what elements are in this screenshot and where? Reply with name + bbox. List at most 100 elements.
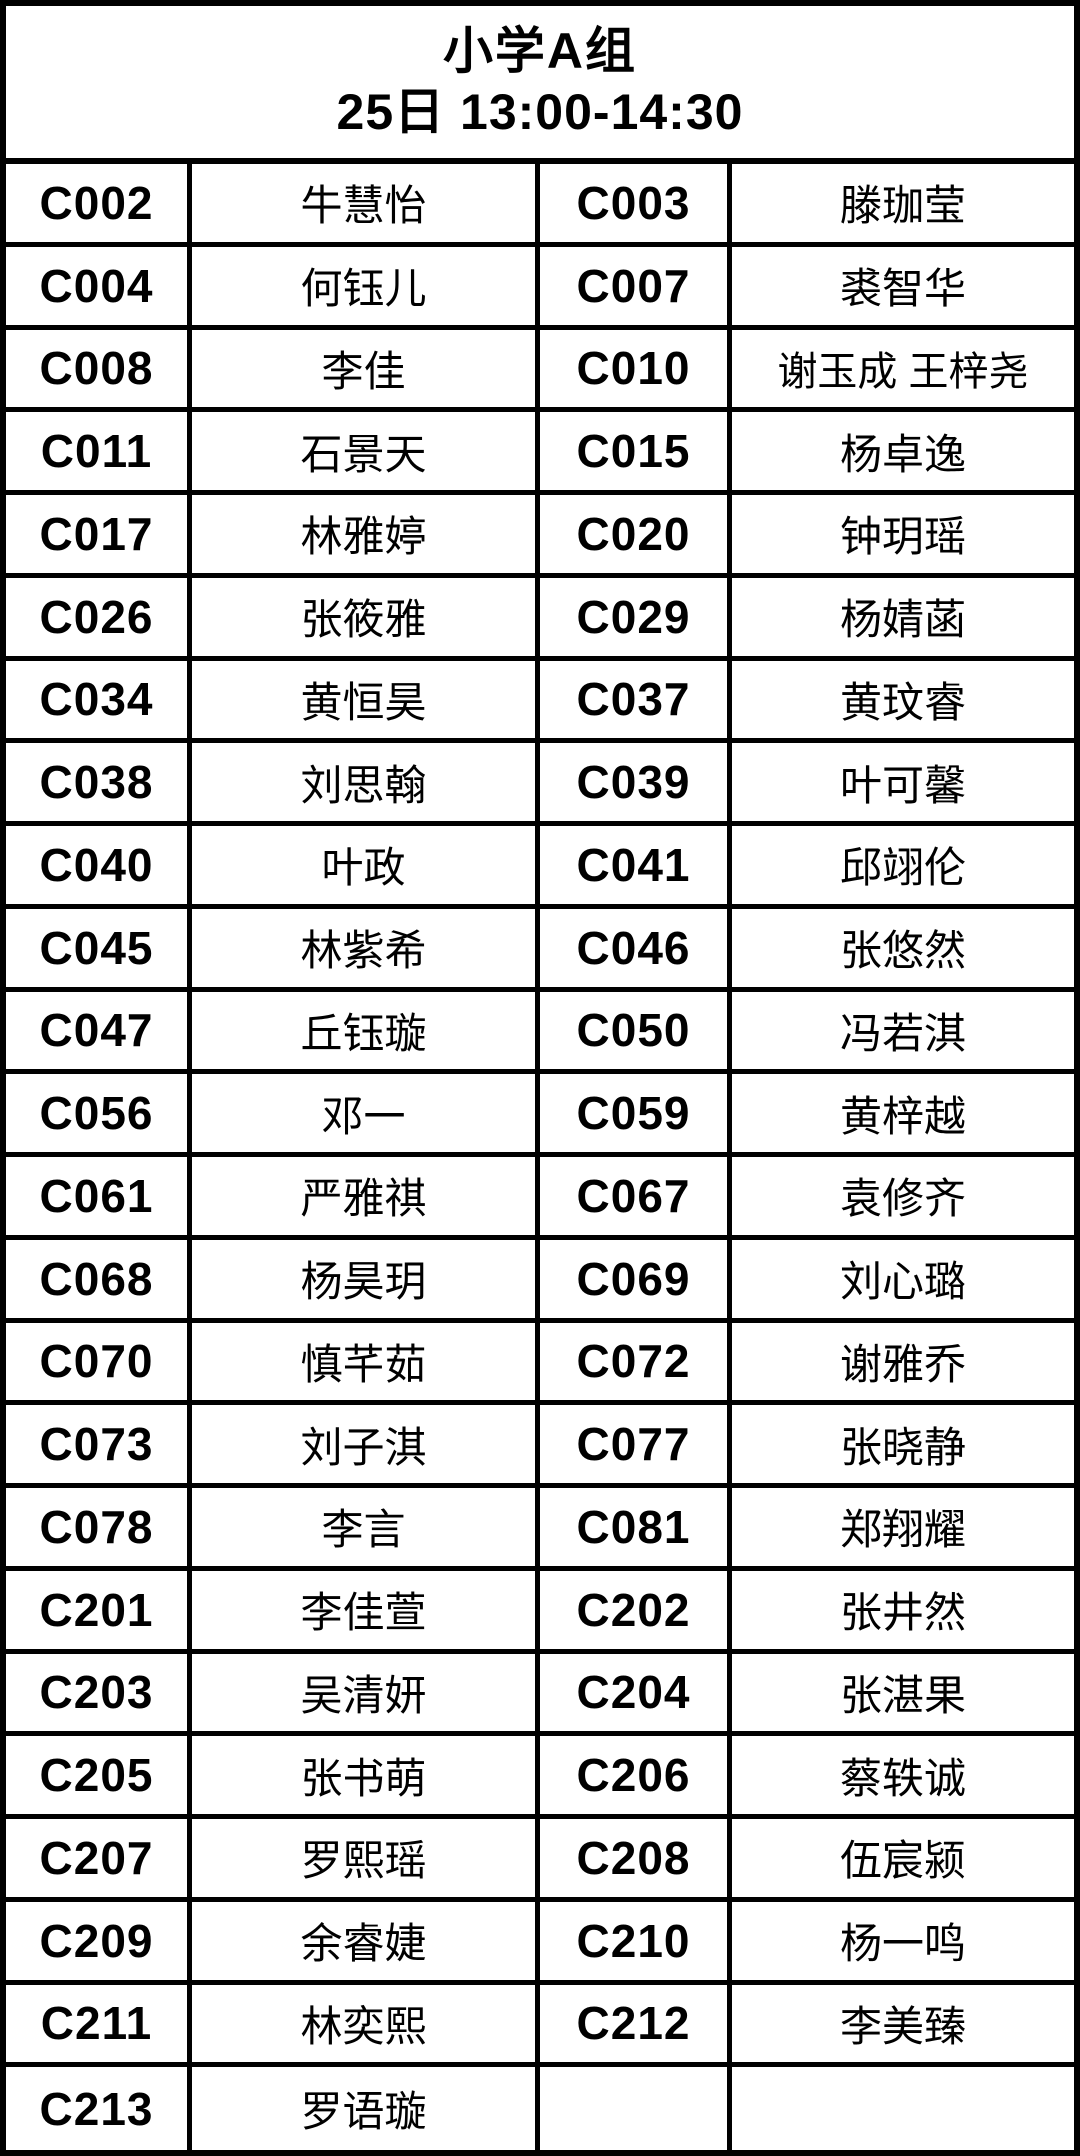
- name-cell: 林紫希: [192, 908, 540, 992]
- name-cell: 刘心璐: [732, 1240, 1074, 1323]
- name-cell: 罗语璇: [192, 2067, 540, 2150]
- code-cell: C203: [6, 1653, 192, 1737]
- name-cell: 林雅婷: [192, 495, 540, 578]
- name-cell: 袁修齐: [732, 1157, 1074, 1240]
- name-cell: 何钰儿: [192, 246, 540, 330]
- name-cell: 张书萌: [192, 1736, 540, 1819]
- code-cell: C008: [6, 329, 192, 413]
- name-cell: 慎芊茹: [192, 1322, 540, 1406]
- name-cell: 李佳萱: [192, 1570, 540, 1654]
- name-cell: 滕珈莹: [732, 164, 1074, 247]
- name-cell: 刘子淇: [192, 1405, 540, 1488]
- name-cell: 严雅祺: [192, 1157, 540, 1240]
- name-cell: 杨婧菡: [732, 578, 1074, 661]
- code-cell: C212: [540, 1984, 732, 2068]
- code-cell: C059: [540, 1074, 732, 1157]
- code-cell: C034: [6, 660, 192, 744]
- name-cell: 杨卓逸: [732, 412, 1074, 495]
- code-cell: C038: [6, 743, 192, 826]
- code-cell: C078: [6, 1488, 192, 1571]
- name-cell: 谢玉成 王梓尧: [732, 330, 1074, 413]
- code-cell: C061: [6, 1157, 192, 1240]
- name-cell: 张湛果: [732, 1654, 1074, 1737]
- name-cell: 冯若淇: [732, 992, 1074, 1075]
- name-cell: 余睿婕: [192, 1901, 540, 1985]
- name-cell: 李美臻: [732, 1985, 1074, 2068]
- code-cell: C204: [540, 1653, 732, 1737]
- code-cell: C206: [540, 1736, 732, 1819]
- name-cell: 黄恒昊: [192, 660, 540, 744]
- name-cell: 黄玟睿: [732, 661, 1074, 744]
- name-cell: 伍宸颍: [732, 1819, 1074, 1902]
- name-cell: 郑翔耀: [732, 1488, 1074, 1571]
- code-cell: C202: [540, 1570, 732, 1654]
- code-cell: C068: [6, 1239, 192, 1323]
- name-cell: 钟玥瑶: [732, 495, 1074, 578]
- name-cell: 张晓静: [732, 1405, 1074, 1488]
- code-cell: C037: [540, 660, 732, 744]
- name-cell: 张井然: [732, 1571, 1074, 1654]
- name-cell: 林奕熙: [192, 1984, 540, 2068]
- name-cell: 杨昊玥: [192, 1239, 540, 1323]
- name-cell: 丘钰璇: [192, 991, 540, 1075]
- code-cell: C020: [540, 495, 732, 578]
- code-cell: C211: [6, 1984, 192, 2068]
- name-cell: 刘思翰: [192, 743, 540, 826]
- name-cell: 李言: [192, 1488, 540, 1571]
- name-cell: 张悠然: [732, 909, 1074, 992]
- name-cell: 张筱雅: [192, 577, 540, 661]
- table-header: 小学A组 25日 13:00-14:30: [6, 6, 1074, 164]
- code-cell: C010: [540, 329, 732, 413]
- name-cell: 李佳: [192, 329, 540, 413]
- code-cell: C070: [6, 1322, 192, 1406]
- schedule-time: 25日 13:00-14:30: [336, 84, 744, 140]
- code-cell: C073: [6, 1405, 192, 1488]
- name-cell: 蔡轶诚: [732, 1736, 1074, 1819]
- code-cell: C040: [6, 826, 192, 909]
- code-cell: C004: [6, 246, 192, 330]
- code-cell: C011: [6, 412, 192, 495]
- code-cell: C029: [540, 577, 732, 661]
- code-cell: [540, 2067, 732, 2150]
- code-cell: C209: [6, 1901, 192, 1985]
- code-cell: C069: [540, 1239, 732, 1323]
- code-cell: C041: [540, 826, 732, 909]
- code-cell: C077: [540, 1405, 732, 1488]
- code-cell: C072: [540, 1322, 732, 1406]
- code-cell: C050: [540, 991, 732, 1075]
- code-cell: C201: [6, 1570, 192, 1654]
- code-cell: C056: [6, 1074, 192, 1157]
- code-cell: C046: [540, 908, 732, 992]
- code-cell: C045: [6, 908, 192, 992]
- name-cell: 牛慧怡: [192, 164, 540, 247]
- code-cell: C207: [6, 1819, 192, 1902]
- code-cell: C067: [540, 1157, 732, 1240]
- code-cell: C026: [6, 577, 192, 661]
- name-cell: 杨一鸣: [732, 1902, 1074, 1985]
- name-cell: 谢雅乔: [732, 1323, 1074, 1406]
- code-cell: C213: [6, 2067, 192, 2150]
- name-cell: 叶可馨: [732, 743, 1074, 826]
- roster-table: C002 牛慧怡 C003 滕珈莹 C004 何钰儿 C007 裘智华 C008 李佳 C010 谢玉…: [6, 164, 1074, 2150]
- code-cell: C081: [540, 1488, 732, 1571]
- code-cell: C047: [6, 991, 192, 1075]
- name-cell: [732, 2067, 1074, 2150]
- name-cell: 罗熙瑶: [192, 1819, 540, 1902]
- name-cell: 吴清妍: [192, 1653, 540, 1737]
- code-cell: C007: [540, 246, 732, 330]
- name-cell: 叶政: [192, 826, 540, 909]
- code-cell: C039: [540, 743, 732, 826]
- code-cell: C208: [540, 1819, 732, 1902]
- name-cell: 裘智华: [732, 247, 1074, 330]
- code-cell: C017: [6, 495, 192, 578]
- code-cell: C002: [6, 164, 192, 247]
- code-cell: C015: [540, 412, 732, 495]
- name-cell: 石景天: [192, 412, 540, 495]
- name-cell: 邓一: [192, 1074, 540, 1157]
- code-cell: C210: [540, 1901, 732, 1985]
- code-cell: C003: [540, 164, 732, 247]
- name-cell: 邱翊伦: [732, 826, 1074, 909]
- code-cell: C205: [6, 1736, 192, 1819]
- name-cell: 黄梓越: [732, 1074, 1074, 1157]
